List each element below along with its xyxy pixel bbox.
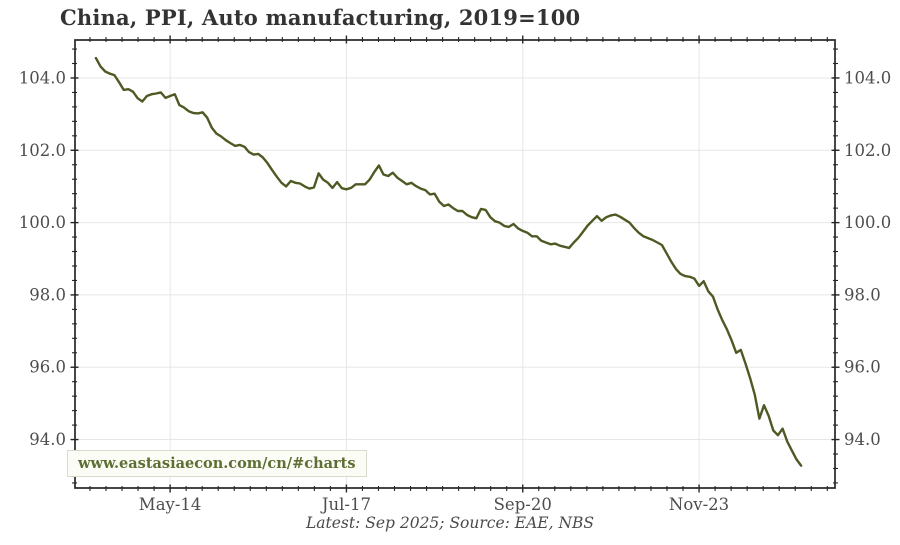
y-tick-label-left: 102.0: [19, 141, 66, 160]
y-tick-label-left: 100.0: [19, 213, 66, 232]
y-tick-label-left: 94.0: [29, 430, 66, 449]
y-tick-label-right: 96.0: [844, 358, 881, 377]
source-note: Latest: Sep 2025; Source: EAE, NBS: [305, 514, 595, 532]
y-tick-label-left: 96.0: [29, 358, 66, 377]
y-tick-label-right: 100.0: [844, 213, 891, 232]
watermark-box: www.eastasiaecon.com/cn/#charts: [67, 450, 367, 477]
x-tick-label: Jul-17: [320, 495, 371, 514]
y-tick-label-left: 104.0: [19, 68, 66, 87]
x-tick-label: Nov-23: [669, 495, 729, 514]
plot-border: [74, 39, 836, 489]
chart-title: China, PPI, Auto manufacturing, 2019=100: [60, 5, 581, 30]
y-tick-label-left: 98.0: [29, 285, 66, 304]
y-tick-label-right: 94.0: [844, 430, 881, 449]
x-tick-label: Sep-20: [494, 495, 552, 514]
x-tick-label: May-14: [139, 495, 202, 514]
y-tick-label-right: 102.0: [844, 141, 891, 160]
y-tick-label-right: 98.0: [844, 285, 881, 304]
y-tick-label-right: 104.0: [844, 68, 891, 87]
ppi-series-line: [94, 56, 803, 467]
